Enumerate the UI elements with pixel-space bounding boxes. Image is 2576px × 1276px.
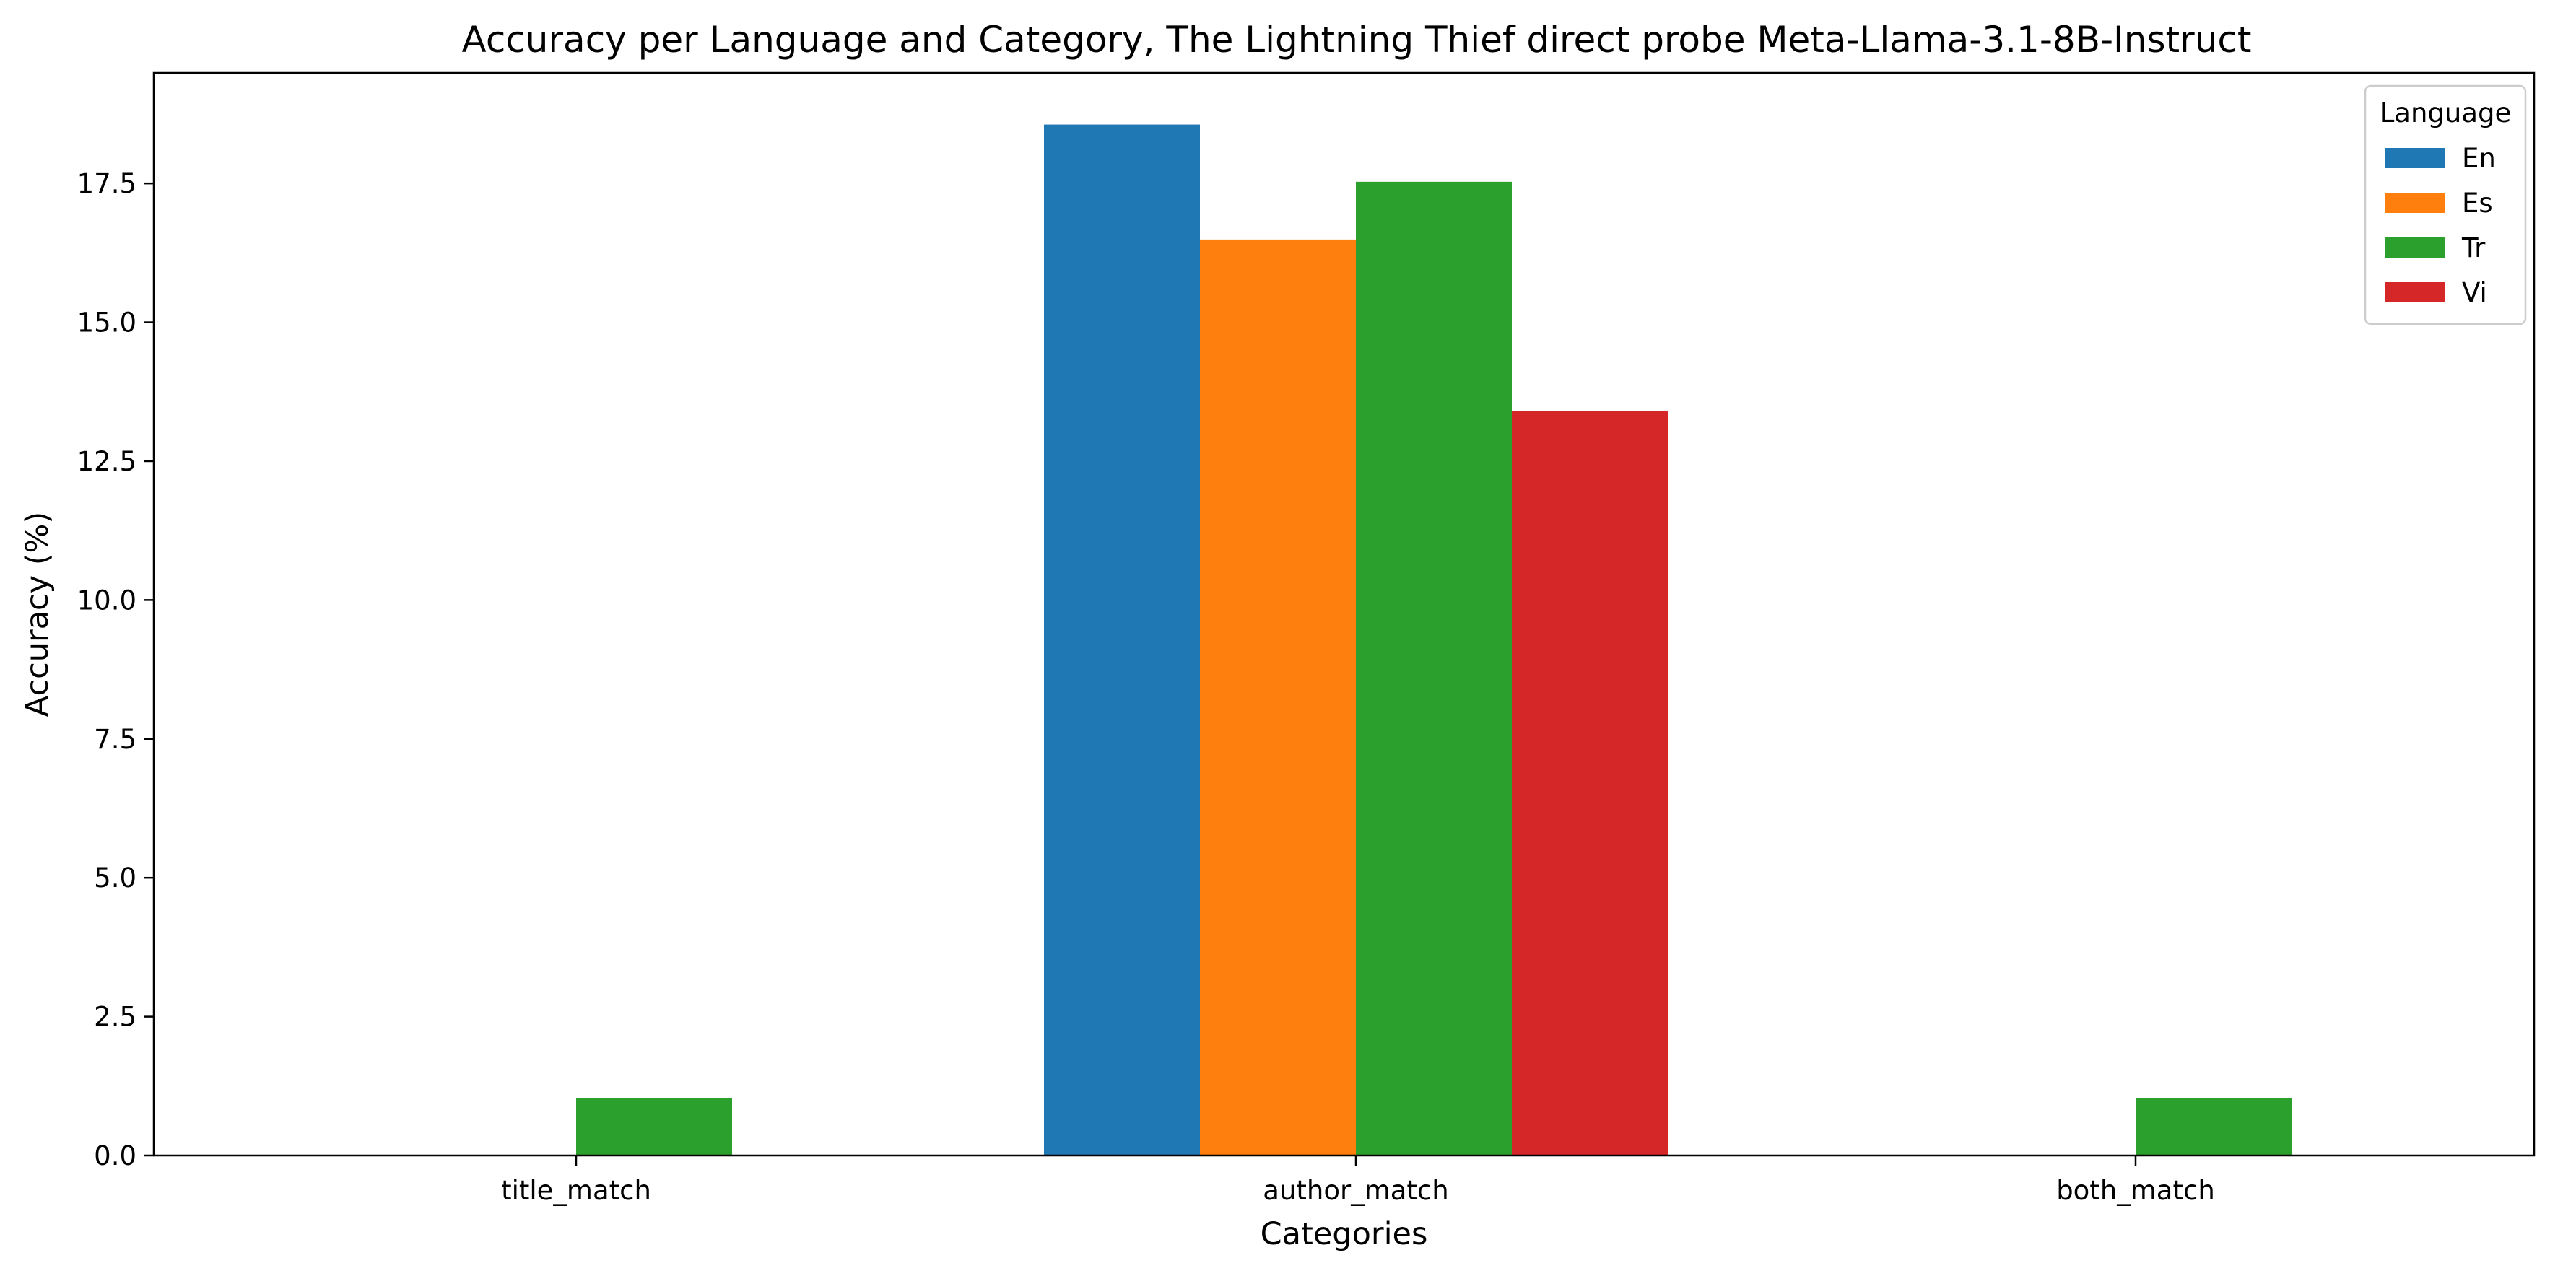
plot-frame: [152, 71, 2536, 1157]
legend-title: Language: [2380, 97, 2512, 128]
y-axis-label: Accuracy (%): [19, 512, 56, 717]
y-axis: 0.0 2.5 5.0 7.5 10.0 12.5 15.0 17.5: [77, 168, 154, 1171]
y-tick-label: 17.5: [77, 168, 136, 199]
legend-swatch-en: [2385, 148, 2445, 168]
y-tick-label: 12.5: [77, 446, 136, 477]
legend-swatch-tr: [2385, 237, 2445, 258]
y-tick-label: 10.0: [77, 585, 136, 616]
bar-es-author-match: [1200, 239, 1356, 1155]
legend: Language En Es Tr Vi: [2364, 84, 2527, 325]
bar-tr-title-match: [576, 1098, 732, 1155]
chart-title: Accuracy per Language and Category, The …: [462, 19, 2252, 61]
y-tick-label: 2.5: [94, 1002, 136, 1033]
y-tick-label: 0.0: [94, 1140, 136, 1171]
y-tick-label: 5.0: [94, 862, 136, 893]
bar-en-author-match: [1044, 124, 1200, 1155]
legend-swatch-vi: [2385, 282, 2445, 302]
legend-label-vi: Vi: [2462, 277, 2487, 308]
legend-swatch-es: [2385, 193, 2445, 213]
bar-tr-author-match: [1356, 181, 1512, 1156]
y-tick-label: 7.5: [94, 724, 136, 755]
legend-label-en: En: [2462, 143, 2496, 174]
legend-box: [2364, 84, 2527, 325]
bars-group: [576, 124, 2292, 1156]
legend-label-tr: Tr: [2461, 232, 2486, 263]
x-tick-label-both-match: both_match: [2056, 1175, 2215, 1206]
bar-vi-author-match: [1512, 411, 1668, 1155]
x-tick-label-title-match: title_match: [501, 1175, 651, 1206]
x-axis: title_match author_match both_match: [501, 1155, 2215, 1206]
x-tick-label-author-match: author_match: [1263, 1175, 1448, 1206]
y-tick-label: 15.0: [77, 307, 136, 338]
x-axis-label: Categories: [1261, 1216, 1428, 1252]
legend-label-es: Es: [2462, 188, 2493, 219]
bar-tr-both-match: [2136, 1098, 2292, 1155]
